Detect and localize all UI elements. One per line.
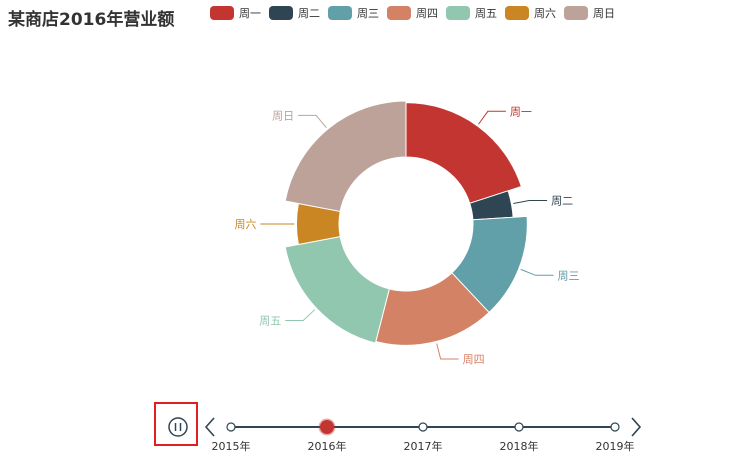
timeline-node[interactable] [318, 418, 336, 436]
leader-line [436, 343, 459, 360]
legend-swatch [328, 6, 352, 20]
slice-label: 周日 [272, 109, 294, 122]
leader-line [298, 114, 327, 129]
legend-label: 周四 [416, 7, 438, 20]
slice-label: 周四 [463, 353, 485, 366]
legend-item-wed[interactable]: 周三 [328, 5, 379, 21]
timeline-label: 2015年 [212, 439, 251, 453]
legend-item-thu[interactable]: 周四 [387, 5, 438, 21]
leader-line [520, 268, 554, 276]
timeline-label: 2019年 [596, 439, 635, 453]
slice-label: 周一 [510, 105, 532, 118]
legend-item-fri[interactable]: 周五 [446, 5, 497, 21]
legend-item-tue[interactable]: 周二 [269, 5, 320, 21]
timeline-node[interactable] [418, 422, 428, 432]
pie-slice[interactable] [405, 102, 523, 204]
timeline-label: 2018年 [500, 439, 539, 453]
legend-swatch [269, 6, 293, 20]
pie-slice[interactable] [284, 235, 390, 344]
pause-icon[interactable] [168, 417, 188, 437]
legend-label: 周五 [475, 7, 497, 20]
chevron-left-icon[interactable] [204, 417, 215, 437]
slice-label: 周三 [558, 269, 580, 282]
legend-swatch [446, 6, 470, 20]
legend-label: 周日 [593, 7, 615, 20]
timeline-node[interactable] [226, 422, 236, 432]
timeline-label: 2017年 [404, 439, 443, 453]
legend: 周一 周二 周三 周四 周五 周六 周日 [210, 5, 623, 21]
legend-item-mon[interactable]: 周一 [210, 5, 261, 21]
leader-line [513, 200, 548, 205]
legend-swatch [505, 6, 529, 20]
chart-title: 某商店2016年营业额 [8, 10, 175, 30]
pie-slice[interactable] [284, 100, 407, 213]
timeline-node[interactable] [610, 422, 620, 432]
legend-item-sat[interactable]: 周六 [505, 5, 556, 21]
legend-label: 周六 [534, 7, 556, 20]
legend-swatch [564, 6, 588, 20]
slice-label: 周六 [234, 218, 256, 231]
chevron-right-icon[interactable] [631, 417, 642, 437]
leader-line [478, 110, 506, 125]
legend-label: 周三 [357, 7, 379, 20]
legend-item-sun[interactable]: 周日 [564, 5, 615, 21]
slice-label: 周五 [259, 315, 281, 328]
legend-swatch [210, 6, 234, 20]
timeline-node[interactable] [514, 422, 524, 432]
legend-label: 周二 [298, 7, 320, 20]
timeline-label: 2016年 [308, 439, 347, 453]
legend-label: 周一 [239, 7, 261, 20]
slice-label: 周二 [551, 195, 573, 208]
leader-line [285, 309, 316, 322]
legend-swatch [387, 6, 411, 20]
